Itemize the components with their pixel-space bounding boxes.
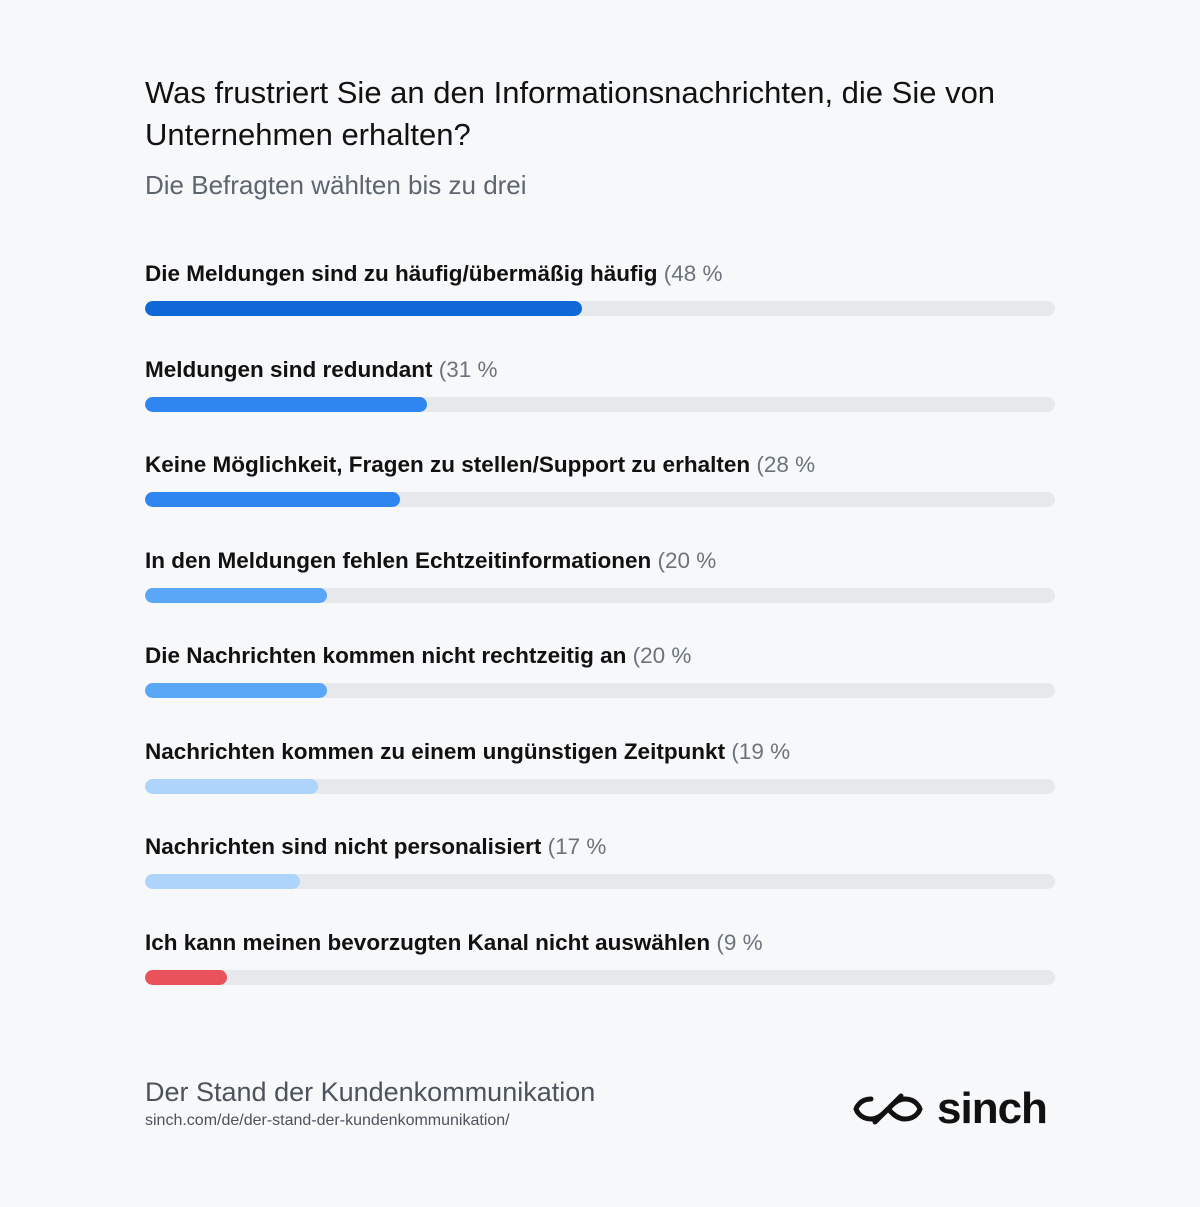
value-label: (28 % bbox=[750, 452, 816, 477]
category-label: Die Meldungen sind zu häufig/übermäßig h… bbox=[145, 261, 658, 286]
bar bbox=[145, 396, 428, 412]
bar-row: Keine Möglichkeit, Fragen zu stellen/Sup… bbox=[145, 448, 1055, 544]
bar-label: Ich kann meinen bevorzugten Kanal nicht … bbox=[145, 926, 763, 960]
bar bbox=[145, 969, 227, 985]
category-label: In den Meldungen fehlen Echtzeitinformat… bbox=[145, 547, 652, 573]
sinch-infinity-icon bbox=[853, 1093, 923, 1125]
value-label: (19 % bbox=[725, 738, 791, 764]
category-label: Keine Möglichkeit, Fragen zu stellen/Sup… bbox=[145, 452, 751, 477]
bar-track bbox=[145, 492, 1055, 507]
category-label: Die Nachrichten kommen nicht rechtzeitig… bbox=[145, 643, 627, 668]
bar-label: Meldungen sind redundant (31 % bbox=[145, 353, 498, 387]
bar-label: Nachrichten sind nicht personalisiert (1… bbox=[145, 830, 606, 864]
bar bbox=[145, 683, 327, 698]
category-label: Meldungen sind redundant bbox=[145, 356, 433, 382]
source-title: Der Stand der Kundenkommunikation bbox=[145, 1077, 596, 1107]
bar-row: Nachrichten kommen zu einem ungünstigen … bbox=[145, 735, 1055, 831]
bar-chart: Die Meldungen sind zu häufig/übermäßig h… bbox=[145, 257, 1055, 1021]
chart-title: Was frustriert Sie an den Informationsna… bbox=[145, 75, 996, 152]
value-label: (20 % bbox=[651, 547, 717, 573]
bar-track bbox=[145, 396, 1055, 412]
bar-track bbox=[145, 587, 1055, 603]
value-label: (20 % bbox=[626, 643, 692, 668]
bar bbox=[145, 587, 327, 603]
value-label: (48 % bbox=[657, 261, 723, 286]
bar-row: Ich kann meinen bevorzugten Kanal nicht … bbox=[145, 926, 1055, 1022]
bar-track bbox=[145, 778, 1055, 794]
value-label: (31 % bbox=[432, 356, 498, 382]
bar bbox=[145, 301, 582, 316]
bar-track bbox=[145, 683, 1055, 698]
bar-row: Die Meldungen sind zu häufig/übermäßig h… bbox=[145, 257, 1055, 353]
bar-track bbox=[145, 301, 1055, 316]
value-label: (17 % bbox=[541, 834, 607, 859]
bar-label: Die Meldungen sind zu häufig/übermäßig h… bbox=[145, 257, 723, 291]
bar-label: Nachrichten kommen zu einem ungünstigen … bbox=[145, 735, 790, 769]
bar-label: Die Nachrichten kommen nicht rechtzeitig… bbox=[145, 639, 691, 673]
value-label: (9 % bbox=[710, 929, 763, 955]
category-label: Ich kann meinen bevorzugten Kanal nicht … bbox=[145, 929, 711, 955]
bar-track bbox=[145, 969, 1055, 985]
bar bbox=[145, 492, 400, 507]
chart-subtitle: Die Befragten wählten bis zu drei bbox=[145, 170, 527, 200]
bar-label: In den Meldungen fehlen Echtzeitinformat… bbox=[145, 544, 716, 578]
bar-row: Nachrichten sind nicht personalisiert (1… bbox=[145, 830, 1055, 926]
source-url[interactable]: sinch.com/de/der-stand-der-kundenkommuni… bbox=[145, 1112, 510, 1129]
sinch-logo: sinch bbox=[853, 1084, 1058, 1134]
category-label: Nachrichten sind nicht personalisiert bbox=[145, 834, 542, 859]
bar-label: Keine Möglichkeit, Fragen zu stellen/Sup… bbox=[145, 448, 815, 482]
category-label: Nachrichten kommen zu einem ungünstigen … bbox=[145, 738, 726, 764]
bar bbox=[145, 778, 318, 794]
sinch-wordmark: sinch bbox=[937, 1084, 1048, 1133]
bar-row: Die Nachrichten kommen nicht rechtzeitig… bbox=[145, 639, 1055, 735]
bar-track bbox=[145, 874, 1055, 889]
bar-row: In den Meldungen fehlen Echtzeitinformat… bbox=[145, 544, 1055, 640]
bar-row: Meldungen sind redundant (31 % bbox=[145, 353, 1055, 449]
bar bbox=[145, 874, 300, 889]
